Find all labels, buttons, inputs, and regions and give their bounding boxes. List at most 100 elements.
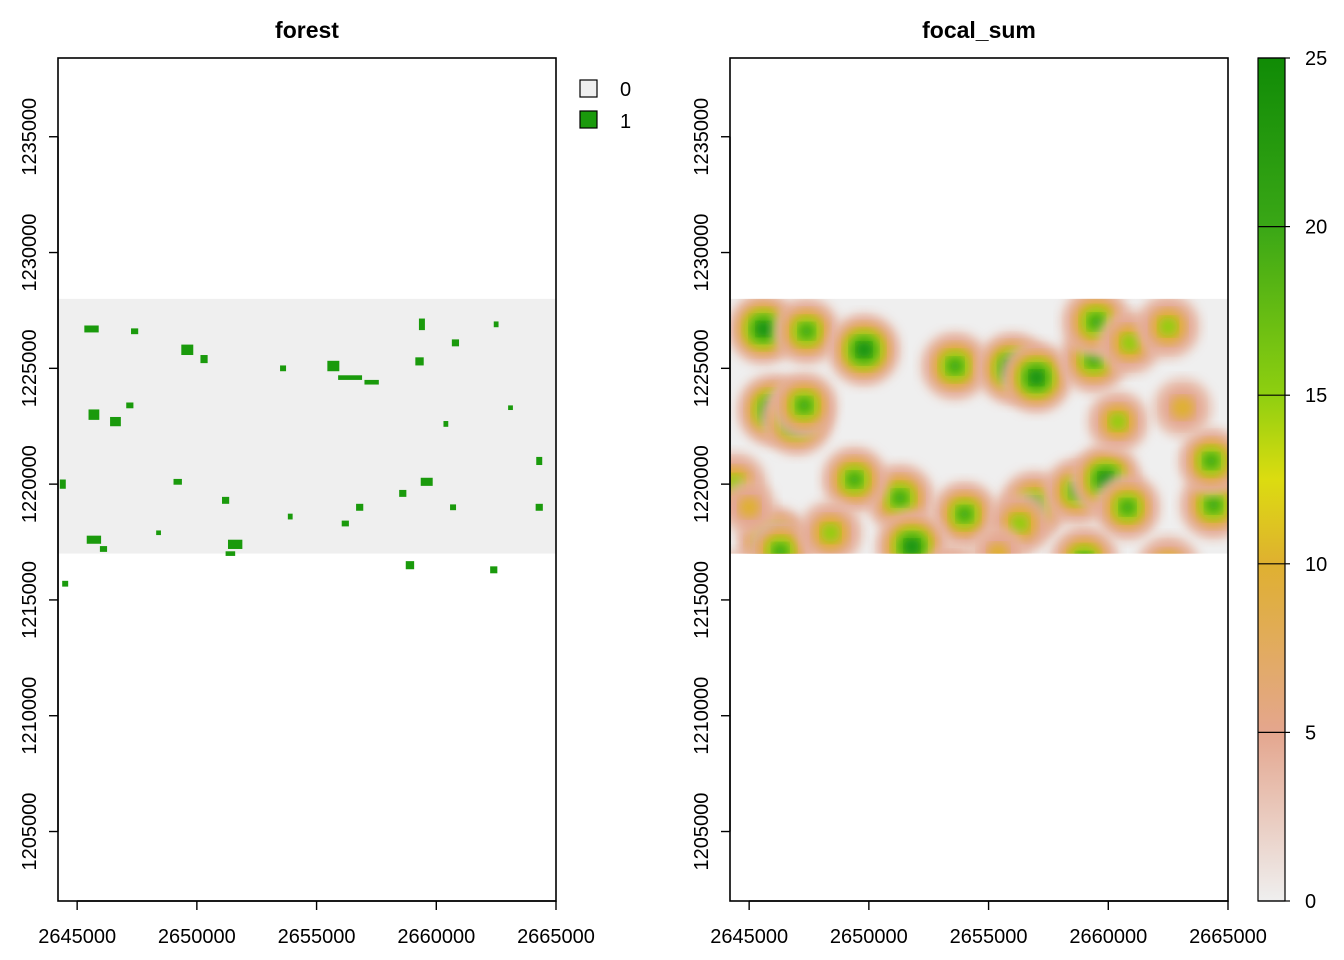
forest-y-axis: 1205000 1210000 1215000 1220000 1225000 12300…: [19, 98, 59, 870]
hotspot-core: [1080, 552, 1089, 554]
forest-patch: [327, 360, 340, 372]
legend-swatch-1: [579, 110, 598, 129]
hotspot-core: [1010, 514, 1030, 533]
hotspot-core: [942, 561, 964, 583]
hotspot-core: [1159, 558, 1178, 577]
forest-patch: [88, 409, 100, 420]
hotspot-core: [712, 559, 762, 609]
y-tick-label: 1215000: [691, 561, 713, 639]
hotspot-core: [1071, 545, 1098, 554]
forest-raster: [58, 298, 556, 587]
forest-patch: [451, 339, 460, 347]
forest-patch: [173, 478, 182, 485]
forest-patch: [490, 566, 498, 574]
y-tick-label: 1230000: [19, 214, 41, 292]
legend-swatch-0: [579, 79, 598, 98]
forest-x-axis: 2645000 2650000 2655000 2660000 2665000: [38, 900, 595, 948]
forest-patch: [59, 479, 66, 489]
forest-patch: [280, 365, 287, 372]
forest-patch: [156, 530, 161, 536]
forest-patch: [287, 513, 293, 520]
x-tick-label: 2660000: [1069, 926, 1147, 948]
hotspot-core: [946, 357, 964, 375]
hotspot-core: [796, 397, 813, 414]
hotspot-core: [891, 489, 909, 507]
forest-patch: [405, 561, 415, 570]
focal-sum-colorbar: 0 5 10 15 20 25: [1257, 48, 1327, 913]
y-tick-label: 1225000: [691, 329, 713, 407]
forest-patch: [225, 551, 236, 556]
hotspot-core: [756, 321, 771, 337]
forest-panel: forest 2645000 2650000 2655000 2660000 26650…: [19, 17, 631, 948]
hotspot-core: [798, 323, 815, 340]
hotspot-core: [1108, 412, 1127, 431]
y-tick-label: 1210000: [691, 677, 713, 755]
x-tick-label: 2660000: [397, 926, 475, 948]
colorbar-ramp: [1257, 57, 1286, 902]
y-tick-label: 1235000: [19, 98, 41, 176]
colorbar-tick-label: 20: [1305, 217, 1327, 239]
forest-patch: [535, 503, 543, 511]
forest-patch: [536, 456, 543, 466]
forest-patch: [338, 375, 363, 380]
colorbar-ticks: 0 5 10 15 20 25: [1258, 48, 1327, 913]
y-tick-label: 1220000: [19, 445, 41, 523]
hotspot-core: [1158, 550, 1179, 554]
x-tick-label: 2655000: [278, 926, 356, 948]
forest-patch: [418, 318, 425, 331]
x-tick-label: 2645000: [38, 926, 116, 948]
hotspot-core: [1029, 370, 1044, 385]
x-tick-label: 2645000: [710, 926, 788, 948]
colorbar-tick-label: 5: [1305, 722, 1316, 744]
hotspot-core: [720, 567, 754, 601]
forest-patch: [450, 504, 457, 511]
y-tick-label: 1220000: [691, 445, 713, 523]
forest-patch: [200, 355, 208, 364]
hotspot-core: [987, 543, 1009, 554]
forest-patch: [364, 379, 379, 385]
y-tick-label: 1215000: [19, 561, 41, 639]
colorbar-tick-label: 25: [1305, 48, 1327, 70]
hotspot-core: [856, 342, 872, 357]
hotspot-core: [1147, 542, 1189, 554]
forest-patch: [443, 421, 449, 427]
hotspot-core: [944, 552, 961, 554]
forest-patch: [84, 325, 99, 333]
hotspot-core: [846, 471, 863, 488]
colorbar-tick-label: 10: [1305, 554, 1327, 576]
hotspot-core: [1203, 453, 1220, 469]
y-tick-label: 1230000: [691, 214, 713, 292]
forest-patch: [181, 344, 194, 356]
forest-patch: [227, 539, 243, 549]
focal-sum-y-axis: 1205000 1210000 1215000 1220000 1225000 12300…: [691, 98, 731, 870]
forest-patch: [131, 328, 139, 335]
hotspot-core: [738, 496, 760, 518]
hotspot-halo: [730, 550, 751, 554]
hotspot-layer: [712, 298, 1228, 609]
x-tick-label: 2665000: [517, 926, 595, 948]
hotspot-core: [1171, 396, 1194, 420]
forest-patch: [508, 405, 513, 411]
focal-sum-x-axis: 2645000 2650000 2655000 2660000 2665000: [710, 900, 1267, 948]
legend-label-0: 0: [620, 79, 631, 101]
legend-label-1: 1: [620, 111, 631, 133]
hotspot-core: [1120, 333, 1140, 353]
y-tick-label: 1210000: [19, 677, 41, 755]
hotspot-core: [1205, 496, 1222, 514]
forest-legend: 0 1: [579, 79, 631, 133]
forest-patch: [86, 535, 102, 544]
hotspot-core: [1088, 313, 1105, 331]
hotspot-core: [1158, 317, 1178, 337]
focal-sum-raster: [712, 298, 1228, 609]
forest-patch: [420, 477, 433, 486]
forest-patch: [341, 520, 349, 527]
x-tick-label: 2665000: [1189, 926, 1267, 948]
forest-patch: [222, 496, 230, 504]
hotspot-core: [904, 539, 920, 554]
focal-sum-panel: focal_sum 2645000 2650000 2655000 2660000 26…: [691, 17, 1327, 948]
forest-patch: [399, 489, 407, 497]
colorbar-tick-label: 15: [1305, 385, 1327, 407]
forest-patch: [356, 503, 364, 511]
forest-patch: [99, 546, 108, 552]
